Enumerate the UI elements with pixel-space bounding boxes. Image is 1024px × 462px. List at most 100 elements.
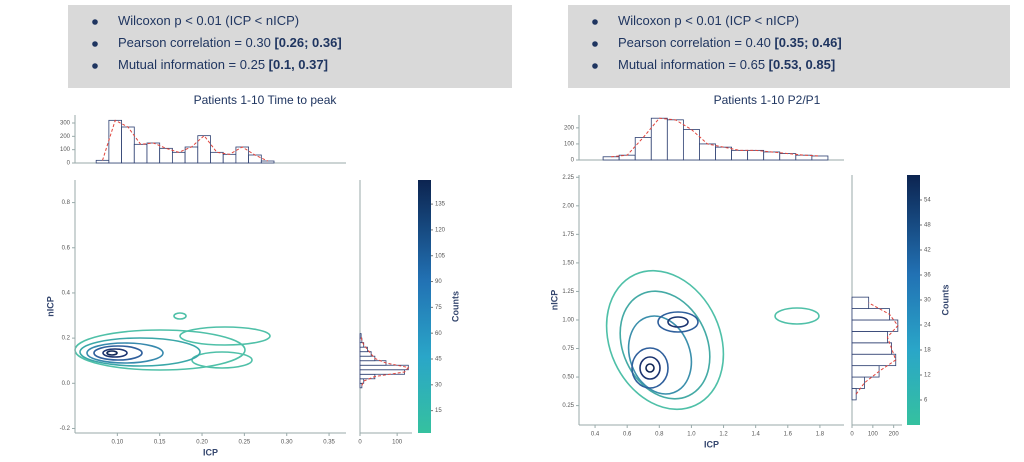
side-hist-tick-label: 0	[358, 440, 362, 446]
y-tick-label: 0.50	[562, 375, 574, 381]
stat-line: Pearson correlation = 0.40 [0.35; 0.46]	[618, 35, 842, 50]
top-hist-bar	[146, 142, 161, 164]
side-hist-tick-label: 100	[868, 432, 879, 438]
side-hist-tick-label: 0	[850, 432, 854, 438]
side-hist-bar	[851, 296, 870, 309]
stat-line: Mutual information = 0.25 [0.1, 0.37]	[118, 57, 328, 72]
x-tick-label: 1.2	[719, 432, 728, 438]
colorbar-label: Counts	[940, 285, 950, 316]
stat-text: Mutual information = 0.25	[118, 57, 269, 72]
colorbar-tick-label: 45	[435, 357, 442, 363]
y-tick-label: -0.2	[60, 426, 71, 432]
top-hist-tick-label: 200	[564, 125, 575, 131]
top-hist-bar	[715, 146, 732, 161]
side-hist-bar	[359, 378, 365, 384]
top-hist-bar	[747, 149, 765, 161]
stat-text: Pearson correlation = 0.40	[618, 35, 774, 50]
top-kde	[611, 117, 820, 158]
stat-bold: [0.1, 0.37]	[269, 57, 328, 72]
side-hist-tick-label: 200	[889, 432, 900, 438]
side-hist-bar	[359, 382, 363, 389]
side-hist-bar	[851, 308, 890, 321]
colorbar-tick-label: 105	[435, 253, 446, 259]
colorbar-tick-label: 42	[924, 248, 931, 254]
x-tick-label: 1.0	[687, 432, 696, 438]
bullet	[592, 41, 598, 47]
x-tick-label: 0.35	[323, 440, 335, 446]
top-hist-bar	[108, 119, 122, 164]
contours-left	[74, 312, 271, 371]
colorbar-label: Counts	[450, 291, 460, 322]
top-hist-bar	[763, 151, 781, 161]
stat-text: Wilcoxon p < 0.01 (ICP < nICP)	[618, 13, 799, 28]
top-hist-bar	[210, 151, 224, 164]
stats-box	[568, 5, 1010, 88]
stat-line: Wilcoxon p < 0.01 (ICP < nICP)	[118, 13, 299, 28]
colorbar-tick-label: 30	[924, 298, 931, 304]
top-hist-bar	[779, 153, 797, 161]
top-hist-tick-label: 200	[60, 134, 71, 140]
top-hist-bar	[666, 119, 684, 161]
side-hist-bar	[359, 369, 405, 375]
bullet	[92, 41, 98, 47]
x-tick-label: 0.10	[112, 440, 124, 446]
x-tick-label: 1.8	[816, 432, 825, 438]
stat-line: Mutual information = 0.65 [0.53, 0.85]	[618, 57, 835, 72]
y-tick-label: 1.50	[562, 260, 574, 266]
x-tick-label: 1.6	[784, 432, 793, 438]
colorbar-tick-label: 18	[924, 348, 931, 354]
x-tick-label: 0.20	[196, 440, 208, 446]
y-tick-label: 0.0	[62, 381, 71, 387]
bullet	[592, 63, 598, 69]
top-hist-tick-label: 0	[67, 161, 71, 167]
stat-line: Wilcoxon p < 0.01 (ICP < nICP)	[618, 13, 799, 28]
colorbar-tick-label: 12	[924, 373, 931, 379]
stat-text: Mutual information = 0.65	[618, 57, 769, 72]
top-hist-tick-label: 100	[564, 142, 575, 148]
stat-bold: [0.35; 0.46]	[774, 35, 841, 50]
top-hist-bar	[634, 137, 652, 161]
side-hist-tick-label: 100	[392, 440, 403, 446]
top-hist-bar	[260, 160, 275, 164]
top-hist-tick-label: 0	[571, 158, 575, 164]
colorbar-tick-label: 24	[924, 323, 931, 329]
top-hist-bar	[95, 159, 110, 164]
colorbar-tick-label: 30	[435, 382, 442, 388]
colorbar-tick-label: 15	[435, 408, 442, 414]
side-hist-bar	[851, 376, 865, 389]
top-hist-bar	[248, 154, 262, 164]
stats-box	[68, 5, 512, 88]
top-hist-bar	[171, 151, 186, 164]
top-hist-bar	[602, 156, 620, 161]
top-hist-bar	[811, 155, 829, 161]
top-hist-bar	[795, 154, 813, 161]
stat-bold: [0.53, 0.85]	[769, 57, 836, 72]
side-kde	[855, 302, 899, 395]
x-tick-label: 1.4	[751, 432, 760, 438]
top-hist-bar	[197, 135, 211, 164]
top-hist-tick-label: 300	[60, 121, 71, 127]
y-tick-label: 2.00	[562, 203, 574, 209]
side-hist-bar	[359, 333, 362, 339]
stat-bold: [0.26; 0.36]	[274, 35, 341, 50]
top-hist-bar	[699, 143, 716, 161]
x-tick-label: 0.6	[623, 432, 632, 438]
y-tick-label: 0.8	[62, 200, 71, 206]
top-hist-bar	[121, 126, 135, 164]
x-axis-label: ICP	[203, 447, 218, 457]
colorbar-tick-label: 6	[924, 398, 928, 404]
colorbar-tick-label: 60	[435, 331, 442, 337]
bullet	[92, 63, 98, 69]
bullet	[592, 19, 598, 25]
stat-text: Pearson correlation = 0.30	[118, 35, 274, 50]
colorbar-tick-label: 90	[435, 279, 442, 285]
top-hist-tick-label: 100	[60, 147, 71, 153]
side-hist-bar	[359, 355, 376, 362]
x-tick-label: 0.25	[239, 440, 251, 446]
top-hist-bar	[159, 147, 173, 164]
x-tick-label: 0.8	[655, 432, 664, 438]
y-tick-label: 1.75	[562, 232, 574, 238]
colorbar-tick-label: 135	[435, 202, 446, 208]
